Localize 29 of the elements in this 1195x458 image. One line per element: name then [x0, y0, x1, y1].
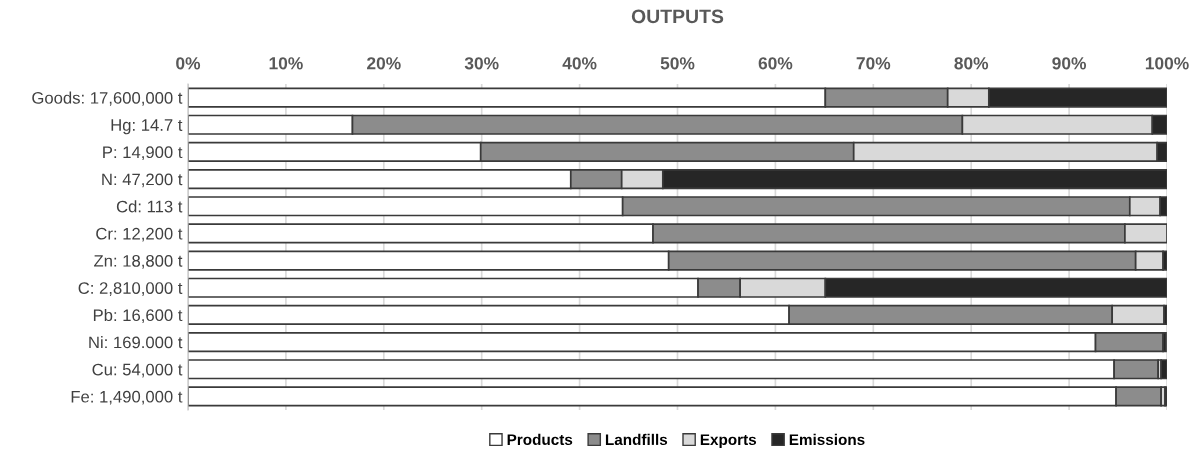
bar: [1160, 359, 1167, 380]
legend-label: Products: [507, 433, 573, 446]
y-tick-label: Hg: 14.7 t: [111, 119, 183, 135]
legend-label: Landfills: [605, 433, 668, 446]
y-tick-label: Ni: 169.000 t: [89, 336, 183, 349]
x-tick-label: 90%: [1052, 57, 1087, 70]
chart-title: OUTPUTS: [631, 9, 724, 24]
x-tick-label: 10%: [269, 57, 303, 70]
y-tick-label: Fe: 1,490,000 t: [71, 390, 183, 405]
x-tick-label: 80%: [954, 57, 989, 70]
x-tick-label: 0%: [176, 57, 201, 70]
y-tick-label: Cr: 12,200 t: [96, 227, 183, 242]
x-tick-label: 70%: [856, 57, 891, 70]
x-tick-label: 50%: [660, 57, 695, 70]
y-tick-label: N: 47,200 t: [102, 173, 183, 188]
x-tick-label: 30%: [464, 57, 499, 70]
y-tick-label: P: 14,900 t: [103, 146, 183, 161]
y-tick-label: C: 2,810,000 t: [78, 282, 183, 296]
x-tick-label: 100%: [1145, 57, 1189, 70]
x-tick-label: 20%: [367, 57, 401, 70]
legend-label: Exports: [700, 434, 757, 449]
x-tick-label: 40%: [562, 57, 597, 70]
y-tick-label: Cd: 113 t: [116, 200, 183, 213]
y-tick-label: Goods: 17,600,000 t: [32, 91, 183, 106]
x-tick-label: 60%: [758, 57, 793, 70]
y-tick-label: Cu: 54,000 t: [92, 363, 183, 378]
y-tick-label: Zn: 18,800 t: [94, 254, 183, 269]
y-tick-label: Pb: 16,600 t: [93, 308, 183, 324]
legend-label: Emissions: [789, 433, 865, 446]
